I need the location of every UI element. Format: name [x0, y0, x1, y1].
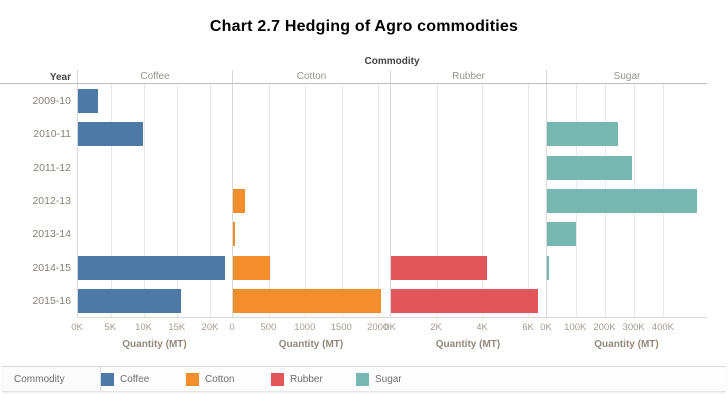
x-tick-rubber-6K: 6K	[522, 322, 534, 333]
gridline-cotton-1500	[341, 84, 343, 317]
x-tick-cotton-2000: 2000	[367, 322, 389, 333]
x-axis-title-coffee: Quantity (MT)	[122, 339, 187, 350]
legend-swatch-coffee	[101, 372, 114, 386]
year-tick-label-2015-16: 2015-16	[32, 295, 71, 308]
gridline-rubber-4K	[482, 84, 484, 317]
x-axis-rubber: 0K 2K 4K 6K	[384, 318, 546, 336]
bar-coffee-2015-16[interactable]	[78, 289, 182, 314]
x-tick-coffee-5K: 5K	[104, 322, 117, 333]
gridline-coffee-15K	[177, 84, 179, 317]
bar-cotton-2012-13[interactable]	[233, 189, 245, 213]
year-tick-label-2014-15: 2014-15	[32, 261, 71, 274]
bar-coffee-2014-15[interactable]	[78, 255, 226, 280]
x-tick-sugar-400K: 400K	[651, 322, 674, 333]
chart-grid: Year 2009-10 2010-11 2011-12 2012-13 2013-14…	[0, 70, 707, 358]
panel-cotton	[232, 84, 390, 318]
legend-label-cotton: Cotton	[205, 373, 235, 385]
bar-sugar-2010-11[interactable]	[547, 122, 619, 147]
chart-title: Chart 2.7 Hedging of Agro commodities	[209, 18, 519, 35]
bar-rubber-2014-15[interactable]	[391, 255, 488, 280]
legend-swatch-sugar	[356, 372, 369, 386]
x-axis-sugar: 0K 100K 200K 300K 400K	[540, 318, 707, 336]
gridline-rubber-6K	[528, 84, 530, 317]
x-tick-cotton-500: 500	[260, 322, 277, 333]
bar-cotton-2015-16[interactable]	[233, 289, 382, 314]
bar-rubber-2015-16[interactable]	[391, 289, 539, 314]
bar-sugar-2011-12[interactable]	[547, 155, 632, 180]
x-tick-sugar-100K: 100K	[564, 322, 587, 333]
year-tick-label-2010-11: 2010-11	[33, 128, 71, 141]
legend-label-coffee: Coffee	[120, 373, 150, 385]
legend-swatch-rubber	[271, 372, 284, 386]
x-tick-sugar-200K: 200K	[593, 322, 616, 333]
year-tick-label-2011-12: 2011-12	[33, 161, 71, 174]
legend-item-sugar[interactable]: Sugar	[356, 372, 441, 386]
x-tick-sugar-300K: 300K	[622, 322, 645, 333]
x-tick-coffee-15K: 15K	[168, 322, 186, 333]
bar-sugar-2014-15[interactable]	[547, 255, 550, 280]
panel-header-coffee: Coffee	[77, 70, 232, 84]
gridline-coffee-5K	[111, 84, 113, 317]
year-column-header: Year	[0, 70, 77, 84]
year-tick-label-2013-14: 2013-14	[32, 228, 71, 241]
x-axis-title-cotton: Quantity (MT)	[278, 339, 344, 350]
x-axis-coffee: 0K 5K 10K 15K 20K	[71, 318, 232, 336]
gridline-coffee-20K	[210, 84, 212, 317]
legend-item-coffee[interactable]: Coffee	[101, 372, 186, 386]
bar-cotton-2014-15[interactable]	[233, 255, 270, 280]
x-axis-title-rubber: Quantity (MT)	[435, 339, 501, 350]
facet-header-commodity: Commodity	[364, 56, 420, 67]
legend-label-sugar: Sugar	[375, 373, 402, 385]
legend: Commodity Coffee Cotton Rubber Sugar	[2, 366, 726, 392]
bar-cotton-2013-14[interactable]	[233, 222, 236, 247]
panel-sugar	[546, 84, 707, 318]
gridline-cotton-2000	[377, 84, 379, 317]
bar-sugar-2012-13[interactable]	[547, 189, 697, 213]
x-tick-rubber-2K: 2K	[430, 322, 442, 333]
gridline-coffee-10K	[144, 84, 146, 317]
x-axis-cotton: 0 500 1000 1500 2000	[229, 318, 390, 336]
bar-sugar-2013-14[interactable]	[547, 222, 577, 247]
panel-header-sugar: Sugar	[546, 70, 707, 84]
x-tick-coffee-0K: 0K	[71, 322, 83, 333]
gridline-cotton-500	[269, 84, 271, 317]
year-tick-label-2009-10: 2009-10	[32, 94, 71, 107]
gridline-rubber-2K	[436, 84, 438, 317]
x-tick-sugar-0K: 0K	[540, 322, 552, 333]
panel-header-cotton: Cotton	[232, 70, 390, 84]
legend-title: Commodity	[2, 367, 101, 391]
x-tick-cotton-1500: 1500	[330, 322, 352, 333]
legend-item-rubber[interactable]: Rubber	[271, 372, 356, 386]
x-tick-coffee-10K: 10K	[135, 322, 152, 333]
legend-item-cotton[interactable]: Cotton	[186, 372, 271, 386]
x-tick-cotton-0: 0	[229, 322, 235, 333]
bar-coffee-2009-10[interactable]	[78, 88, 99, 113]
panel-rubber	[390, 84, 546, 318]
x-tick-coffee-20K: 20K	[201, 322, 219, 333]
panel-coffee	[77, 84, 232, 318]
legend-label-rubber: Rubber	[290, 373, 323, 385]
legend-swatch-cotton	[186, 372, 199, 386]
x-tick-cotton-1000: 1000	[294, 322, 316, 333]
legend-items: Coffee Cotton Rubber Sugar	[101, 367, 441, 391]
x-axis-title-sugar: Quantity (MT)	[594, 339, 659, 350]
year-tick-label-2012-13: 2012-13	[32, 194, 71, 207]
x-tick-rubber-0K: 0K	[384, 322, 396, 333]
year-axis: 2009-10 2010-11 2011-12 2012-13 2013-14 2014-…	[0, 84, 77, 318]
gridline-cotton-1000	[305, 84, 307, 317]
x-tick-rubber-4K: 4K	[476, 322, 488, 333]
panel-header-rubber: Rubber	[390, 70, 546, 84]
bar-coffee-2010-11[interactable]	[78, 122, 143, 147]
